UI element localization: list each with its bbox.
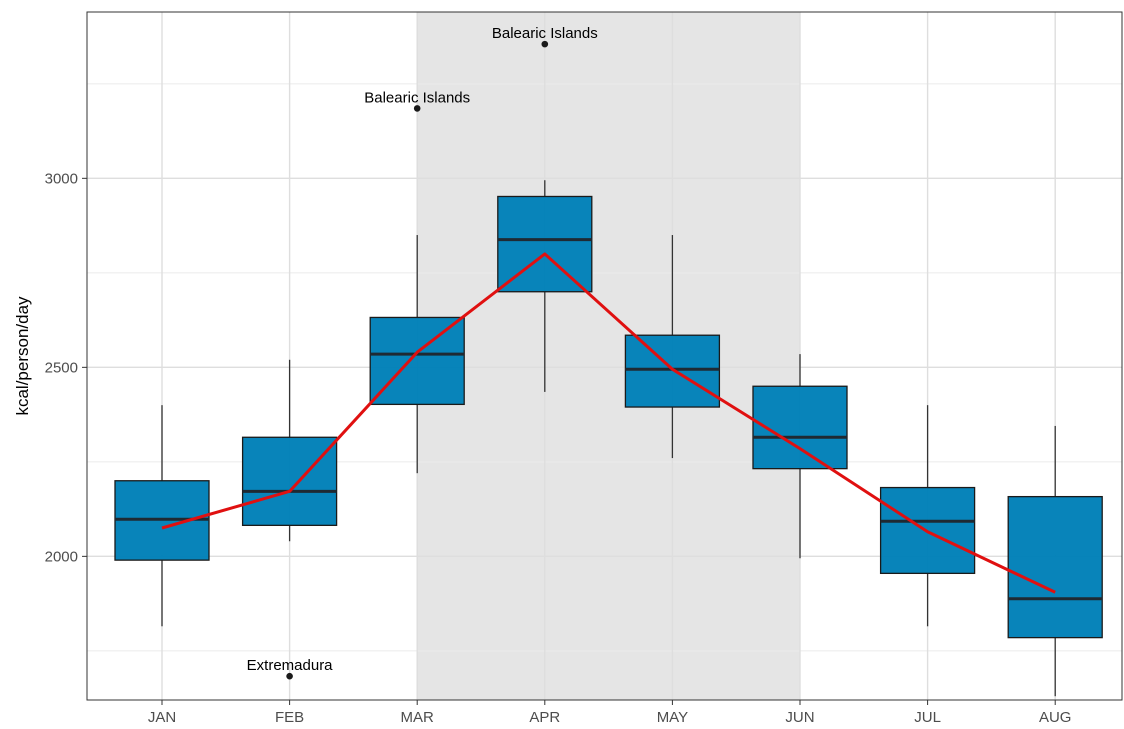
plot-panel-border [86, 11, 1123, 701]
y-tick-label: 2000 [45, 548, 78, 565]
outlier-label: Balearic Islands [364, 89, 470, 106]
x-tick-label: FEB [275, 709, 304, 724]
box-body [1007, 495, 1103, 639]
y-axis-label: kcal/person/day [13, 296, 32, 416]
x-tick-label: AUG [1039, 709, 1072, 724]
x-tick-label: MAR [401, 709, 435, 724]
mean-series-line [161, 252, 1056, 594]
box-body [369, 316, 465, 406]
x-tick-label: APR [529, 709, 560, 724]
outlier-label: Extremadura [247, 657, 334, 674]
outlier-label: Balearic Islands [492, 25, 598, 42]
axis-layer: 2000 2500 3000 JAN FEB MAR APR MAY JUN JUL AUG [45, 170, 1072, 726]
outlier-point [286, 672, 293, 680]
x-tick-label: JAN [148, 709, 176, 724]
y-tick-label: 3000 [45, 170, 78, 187]
box-mar [369, 235, 465, 474]
box-body [241, 436, 338, 527]
box-body [497, 195, 593, 293]
shaded-region-layer [417, 12, 800, 700]
shaded-region [417, 12, 800, 700]
box-jan [114, 405, 210, 627]
box-body [624, 334, 721, 408]
x-tick-label: JUL [914, 709, 941, 724]
box-layer [114, 180, 1103, 697]
outlier-layer: Extremadura Balearic Islands Balearic Isla… [247, 25, 598, 680]
box-may [624, 235, 721, 459]
box-feb [241, 359, 338, 542]
outlier-point [413, 105, 421, 112]
box-aug [1007, 425, 1103, 697]
x-tick-label: JUN [785, 709, 814, 724]
outlier-point [541, 40, 549, 48]
x-tick-label: MAY [657, 709, 688, 724]
mean-line-layer [161, 252, 1056, 594]
box-apr [497, 180, 593, 392]
y-tick-label: 2500 [45, 359, 78, 376]
